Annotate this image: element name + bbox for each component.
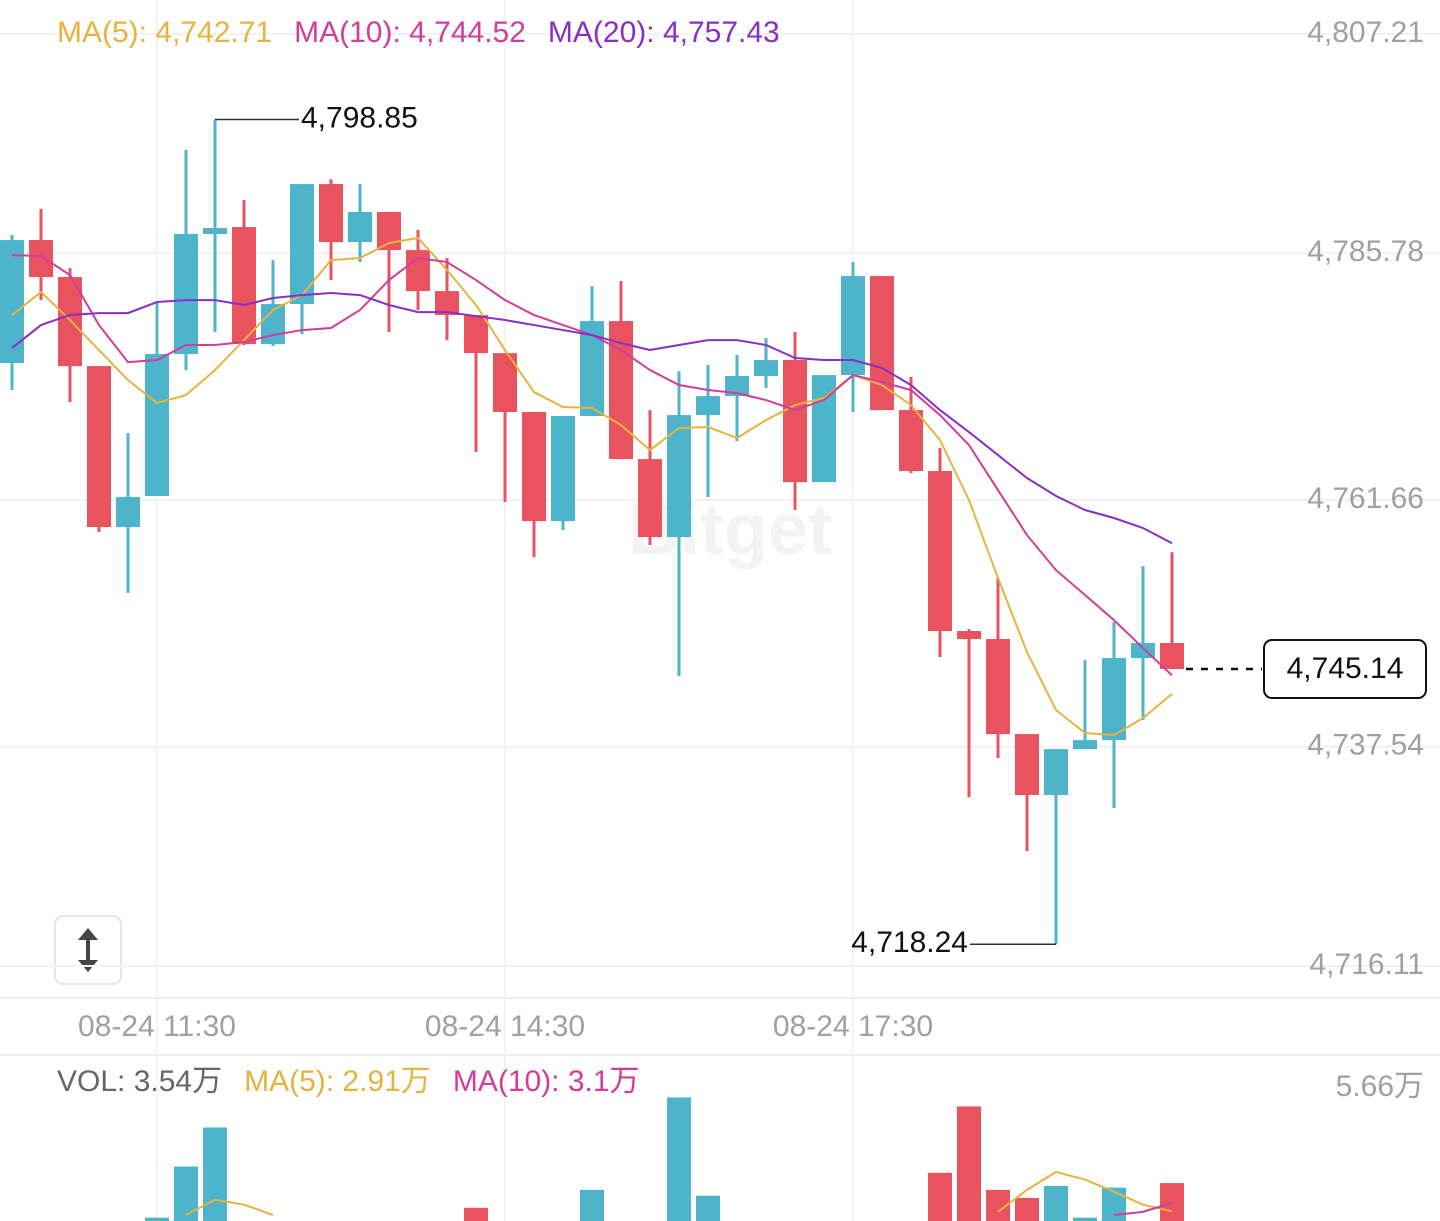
volume-bar xyxy=(696,1195,720,1221)
candle-body xyxy=(145,354,169,497)
last-price-label: 4,745.14 xyxy=(1287,652,1404,685)
x-tick-label: 08-24 14:30 xyxy=(425,1010,585,1043)
candle-body xyxy=(1160,643,1184,670)
y-tick-label: 4,737.54 xyxy=(1307,729,1424,762)
candle-body xyxy=(783,360,807,483)
volume-bar xyxy=(464,1207,488,1221)
scale-button[interactable] xyxy=(54,915,122,985)
candle-body xyxy=(841,276,865,376)
volume-bar xyxy=(957,1106,981,1221)
candle-body xyxy=(1015,734,1039,796)
candle-body xyxy=(986,639,1010,735)
volume-ma-line xyxy=(185,1170,1173,1216)
ma-line xyxy=(11,292,1173,545)
button-icon[interactable] xyxy=(78,928,98,972)
candle-body xyxy=(0,240,24,364)
legend-entry: MA(20): 4,757.43 xyxy=(548,16,780,49)
volume-bar xyxy=(667,1097,691,1221)
candle-body xyxy=(696,396,720,416)
candle-body xyxy=(754,360,778,377)
candle-body xyxy=(1044,749,1068,796)
y-tick-label: 4,761.66 xyxy=(1307,482,1424,515)
x-tick-label: 08-24 11:30 xyxy=(78,1010,236,1043)
candle-body xyxy=(29,240,53,278)
legend-entry: MA(10): 3.1万 xyxy=(453,1065,640,1098)
volume-bar xyxy=(1015,1197,1039,1221)
candle-body xyxy=(1073,740,1097,750)
candle-body xyxy=(464,315,488,354)
x-tick-label: 08-24 17:30 xyxy=(773,1010,933,1043)
volume-bar xyxy=(1102,1187,1126,1221)
candle-body xyxy=(406,250,430,292)
candle-body xyxy=(870,276,894,411)
annotation-label: 4,718.24 xyxy=(851,926,968,959)
y-tick-label: 5.66万 xyxy=(1336,1070,1424,1103)
candle-body xyxy=(377,212,401,251)
candle-body xyxy=(1102,658,1126,741)
candle-body xyxy=(551,416,575,522)
volume-bar xyxy=(1160,1183,1184,1221)
ma-line xyxy=(11,236,1173,737)
legend-entry: VOL: 3.54万 xyxy=(57,1065,222,1098)
candle-body xyxy=(174,234,198,355)
y-tick-label: 4,716.11 xyxy=(1309,948,1424,981)
legend-entry: MA(5): 4,742.71 xyxy=(57,16,272,49)
legend-entry: MA(10): 4,744.52 xyxy=(294,16,526,49)
volume-bar xyxy=(203,1127,227,1221)
volume-bar xyxy=(174,1166,198,1221)
volume-bar xyxy=(1073,1217,1097,1221)
candle-body xyxy=(899,410,923,472)
annotation-label: 4,798.85 xyxy=(301,101,418,134)
volume-bar xyxy=(928,1172,952,1221)
candle-body xyxy=(522,412,546,522)
y-tick-label: 4,807.21 xyxy=(1307,16,1424,49)
legend-entry: MA(5): 2.91万 xyxy=(244,1065,431,1098)
candle-body xyxy=(87,366,111,528)
candle-body xyxy=(348,212,372,243)
candle-body xyxy=(203,228,227,235)
y-tick-label: 4,785.78 xyxy=(1307,235,1424,268)
candle-body xyxy=(725,376,749,397)
candle-body xyxy=(435,291,459,316)
candle-body xyxy=(638,459,662,538)
last-price-box xyxy=(1263,639,1427,700)
watermark: Bitget xyxy=(628,490,832,570)
volume-bar xyxy=(1044,1185,1068,1221)
candle-body xyxy=(928,471,952,632)
volume-ma-line xyxy=(1113,1201,1173,1216)
candle-body xyxy=(957,631,981,640)
candle-body xyxy=(232,227,256,345)
candle-body xyxy=(58,277,82,367)
candle-body xyxy=(116,497,140,528)
candle-body xyxy=(319,184,343,243)
volume-bar xyxy=(145,1217,169,1221)
candle-body xyxy=(667,415,691,538)
volume-bar xyxy=(580,1189,604,1221)
